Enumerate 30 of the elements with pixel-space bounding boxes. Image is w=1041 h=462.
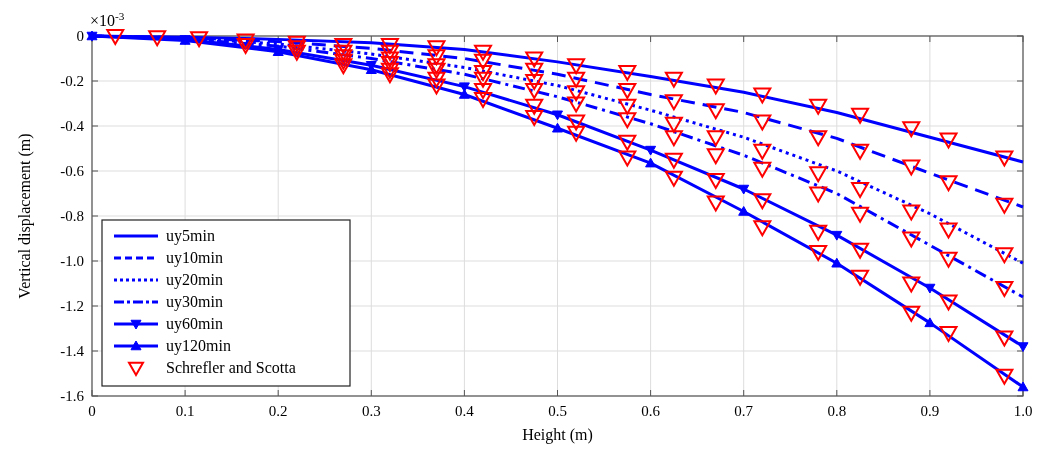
x-tick-label: 0.3 <box>361 403 381 419</box>
x-tick-label: 0.6 <box>641 403 661 419</box>
y-tick-label: -0.6 <box>60 163 85 179</box>
x-axis-title: Height (m) <box>522 426 593 444</box>
legend-label: uy10min <box>166 249 223 267</box>
x-tick-label: 0.7 <box>734 403 754 419</box>
x-tick-label: 0.5 <box>548 403 567 419</box>
legend-label: uy120min <box>166 337 231 355</box>
x-tick-label: 0.1 <box>175 403 195 419</box>
legend-label: uy60min <box>166 315 223 333</box>
x-tick-label: 1.0 <box>1013 403 1033 419</box>
x-tick-label: 0.9 <box>920 403 940 419</box>
x-tick-label: 0.8 <box>827 403 847 419</box>
y-tick-label: 0 <box>76 28 84 44</box>
y-axis-title: Vertical displacement (m) <box>16 133 34 299</box>
legend-label: Schrefler and Scotta <box>166 359 296 376</box>
y-tick-label: -1.0 <box>60 253 84 269</box>
y-tick-label: -0.2 <box>60 73 84 89</box>
legend-label: uy30min <box>166 293 223 311</box>
y-tick-label: -1.6 <box>60 388 85 404</box>
x-tick-label: 0.4 <box>455 403 475 419</box>
text: ×10$^{-3}$ <box>90 10 125 29</box>
y-tick-label: -1.2 <box>60 298 84 314</box>
x-tick-label: 0 <box>88 403 96 419</box>
y-tick-label: -0.4 <box>60 118 85 134</box>
legend-label: uy20min <box>166 271 223 289</box>
y-tick-label: -1.4 <box>60 343 85 359</box>
legend-label: uy5min <box>166 227 215 245</box>
x-tick-label: 0.2 <box>268 403 288 419</box>
y-tick-label: -0.8 <box>60 208 84 224</box>
